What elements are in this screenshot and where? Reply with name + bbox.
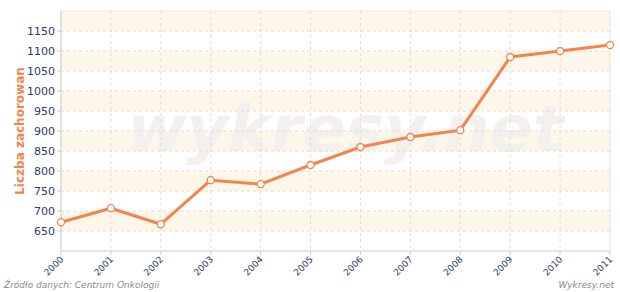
x-tick bbox=[460, 251, 461, 255]
grid-line-y bbox=[61, 131, 610, 132]
data-point bbox=[157, 221, 164, 228]
grid-line-y bbox=[61, 51, 610, 52]
data-point bbox=[407, 134, 414, 141]
data-point bbox=[357, 144, 364, 151]
grid-line-y bbox=[61, 151, 610, 152]
y-tick bbox=[57, 91, 61, 92]
data-point bbox=[58, 219, 65, 226]
y-tick-label: 950 bbox=[34, 105, 55, 118]
x-tick bbox=[410, 251, 411, 255]
y-tick-label: 650 bbox=[34, 225, 55, 238]
y-tick-label: 1000 bbox=[27, 85, 55, 98]
grid-line-y bbox=[61, 91, 610, 92]
y-tick-label: 850 bbox=[34, 145, 55, 158]
watermark: wykresy.net bbox=[127, 92, 566, 166]
x-tick-label: 2009 bbox=[491, 254, 514, 277]
grid-line-x bbox=[410, 11, 411, 251]
x-tick bbox=[310, 251, 311, 255]
plot-frame-top bbox=[61, 11, 610, 12]
data-point bbox=[257, 181, 264, 188]
grid-line-y bbox=[61, 31, 610, 32]
grid-line-x bbox=[110, 11, 111, 251]
y-tick bbox=[57, 111, 61, 112]
x-tick bbox=[360, 251, 361, 255]
grid-line-y bbox=[61, 111, 610, 112]
grid-line-y bbox=[61, 191, 610, 192]
y-tick-label: 1050 bbox=[27, 65, 55, 78]
x-tick-label: 2007 bbox=[392, 254, 415, 277]
y-tick bbox=[57, 31, 61, 32]
y-tick-label: 1100 bbox=[27, 45, 55, 58]
x-tick bbox=[160, 251, 161, 255]
y-tick bbox=[57, 211, 61, 212]
grid-line-x bbox=[160, 11, 161, 251]
grid-line-x bbox=[510, 11, 511, 251]
x-tick bbox=[610, 251, 611, 255]
grid-line-x bbox=[310, 11, 311, 251]
chart-container: wykresy.net 650 700 750 800 850 900 950 1000 1050… bbox=[0, 0, 620, 292]
y-tick bbox=[57, 131, 61, 132]
y-tick bbox=[57, 171, 61, 172]
x-tick bbox=[510, 251, 511, 255]
plot-data bbox=[58, 42, 614, 228]
y-tick bbox=[57, 191, 61, 192]
y-tick-label: 800 bbox=[34, 165, 55, 178]
y-tick bbox=[57, 151, 61, 152]
x-tick-label: 2003 bbox=[192, 254, 215, 277]
x-tick bbox=[560, 251, 561, 255]
grid-band bbox=[61, 11, 610, 31]
x-tick bbox=[210, 251, 211, 255]
x-tick-label: 2010 bbox=[541, 254, 564, 277]
y-tick bbox=[57, 231, 61, 232]
x-tick bbox=[110, 251, 111, 255]
x-tick-label: 2005 bbox=[292, 254, 315, 277]
grid-line-y bbox=[61, 211, 610, 212]
grid-line-y bbox=[61, 71, 610, 72]
x-tick-label: 2001 bbox=[92, 254, 115, 277]
x-tick-label: 2002 bbox=[142, 254, 165, 277]
data-point bbox=[557, 48, 564, 55]
y-tick-label: 1150 bbox=[27, 25, 55, 38]
grid-band bbox=[61, 211, 610, 231]
grid-line-y bbox=[61, 231, 610, 232]
data-point bbox=[207, 177, 214, 184]
x-tick-label: 2000 bbox=[42, 254, 65, 277]
x-axis bbox=[61, 251, 610, 252]
x-tick-label: 2006 bbox=[342, 254, 365, 277]
grid-band bbox=[61, 171, 610, 191]
y-tick-label: 750 bbox=[34, 185, 55, 198]
y-axis-label: Liczba zachorowan bbox=[13, 67, 27, 195]
data-line bbox=[61, 45, 610, 224]
grid-line-x bbox=[210, 11, 211, 251]
site-credit: Wykresy.net bbox=[558, 280, 614, 290]
data-point bbox=[507, 54, 514, 61]
y-tick-label: 700 bbox=[34, 205, 55, 218]
y-tick bbox=[57, 71, 61, 72]
plot-background bbox=[61, 11, 610, 251]
data-point bbox=[457, 127, 464, 134]
chart: wykresy.net 650 700 750 800 850 900 950 1000 1050… bbox=[0, 0, 620, 292]
grid-line-x bbox=[360, 11, 361, 251]
x-tick bbox=[61, 251, 62, 255]
x-tick-label: 2008 bbox=[441, 254, 464, 277]
y-tick bbox=[57, 51, 61, 52]
grid-line-y bbox=[61, 171, 610, 172]
y-tick-label: 900 bbox=[34, 125, 55, 138]
grid-line-x bbox=[260, 11, 261, 251]
data-point bbox=[607, 42, 614, 49]
data-point bbox=[107, 205, 114, 212]
x-tick-label: 2004 bbox=[242, 254, 265, 277]
data-point bbox=[307, 162, 314, 169]
x-tick bbox=[260, 251, 261, 255]
x-tick-label: 2011 bbox=[591, 254, 614, 277]
source-note: Źródło danych: Centrum Onkologii bbox=[3, 279, 160, 290]
